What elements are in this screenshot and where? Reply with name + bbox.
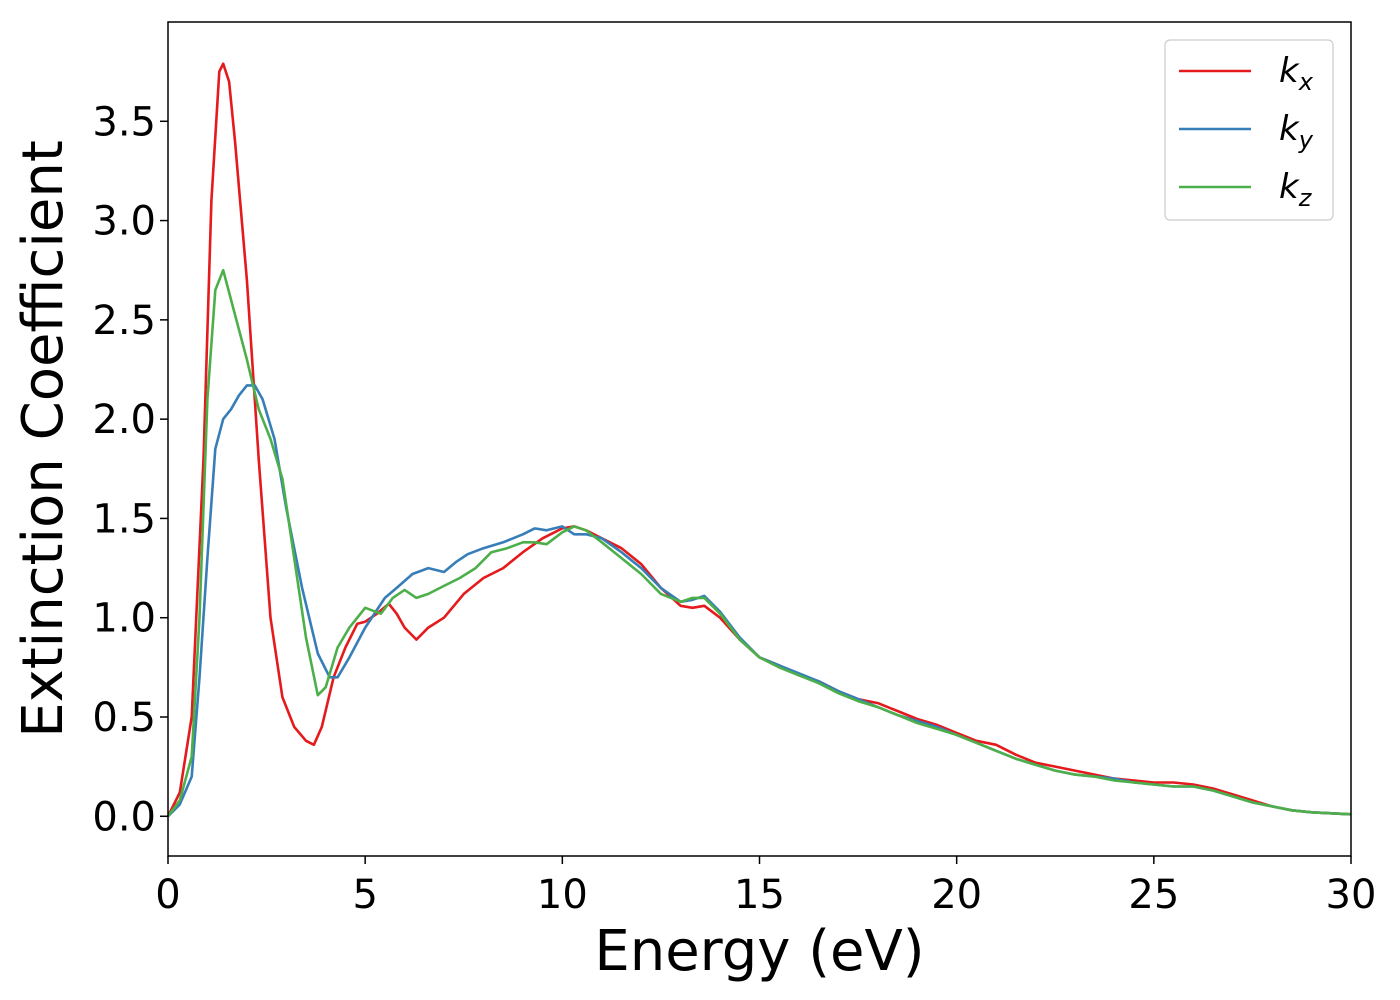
x-tick-label: 5 [352, 872, 377, 918]
x-tick-label: 20 [931, 872, 982, 918]
y-tick-label: 2.0 [92, 397, 156, 443]
y-tick-label: 0.5 [92, 695, 156, 741]
legend-label-x: kx [1279, 51, 1314, 96]
y-tick-label: 1.0 [92, 596, 156, 642]
y-tick-label: 3.0 [92, 199, 156, 245]
x-tick-label: 15 [734, 872, 785, 918]
y-tick-label: 1.5 [92, 496, 156, 542]
x-tick-label: 25 [1128, 872, 1179, 918]
y-tick-label: 3.5 [92, 99, 156, 145]
x-tick-label: 0 [155, 872, 180, 918]
legend: kx ky kz [1164, 39, 1334, 221]
series-line-z [166, 268, 1352, 818]
y-axis-ticks: 0.0 0.5 1.0 1.5 2.0 2.5 3.0 3.5 [92, 99, 168, 840]
x-axis-label: Energy (eV) [594, 919, 924, 984]
legend-label-z: kz [1279, 167, 1313, 212]
series-lines [166, 62, 1352, 818]
legend-label-y: ky [1279, 109, 1314, 154]
y-tick-label: 0.0 [92, 794, 156, 840]
x-axis-ticks: 0 5 10 15 20 25 30 [155, 856, 1376, 918]
x-tick-label: 30 [1326, 872, 1377, 918]
y-tick-label: 2.5 [92, 298, 156, 344]
series-line-y [167, 384, 1352, 818]
x-tick-label: 10 [537, 872, 588, 918]
y-axis-label: Extinction Coefficient [11, 140, 76, 738]
